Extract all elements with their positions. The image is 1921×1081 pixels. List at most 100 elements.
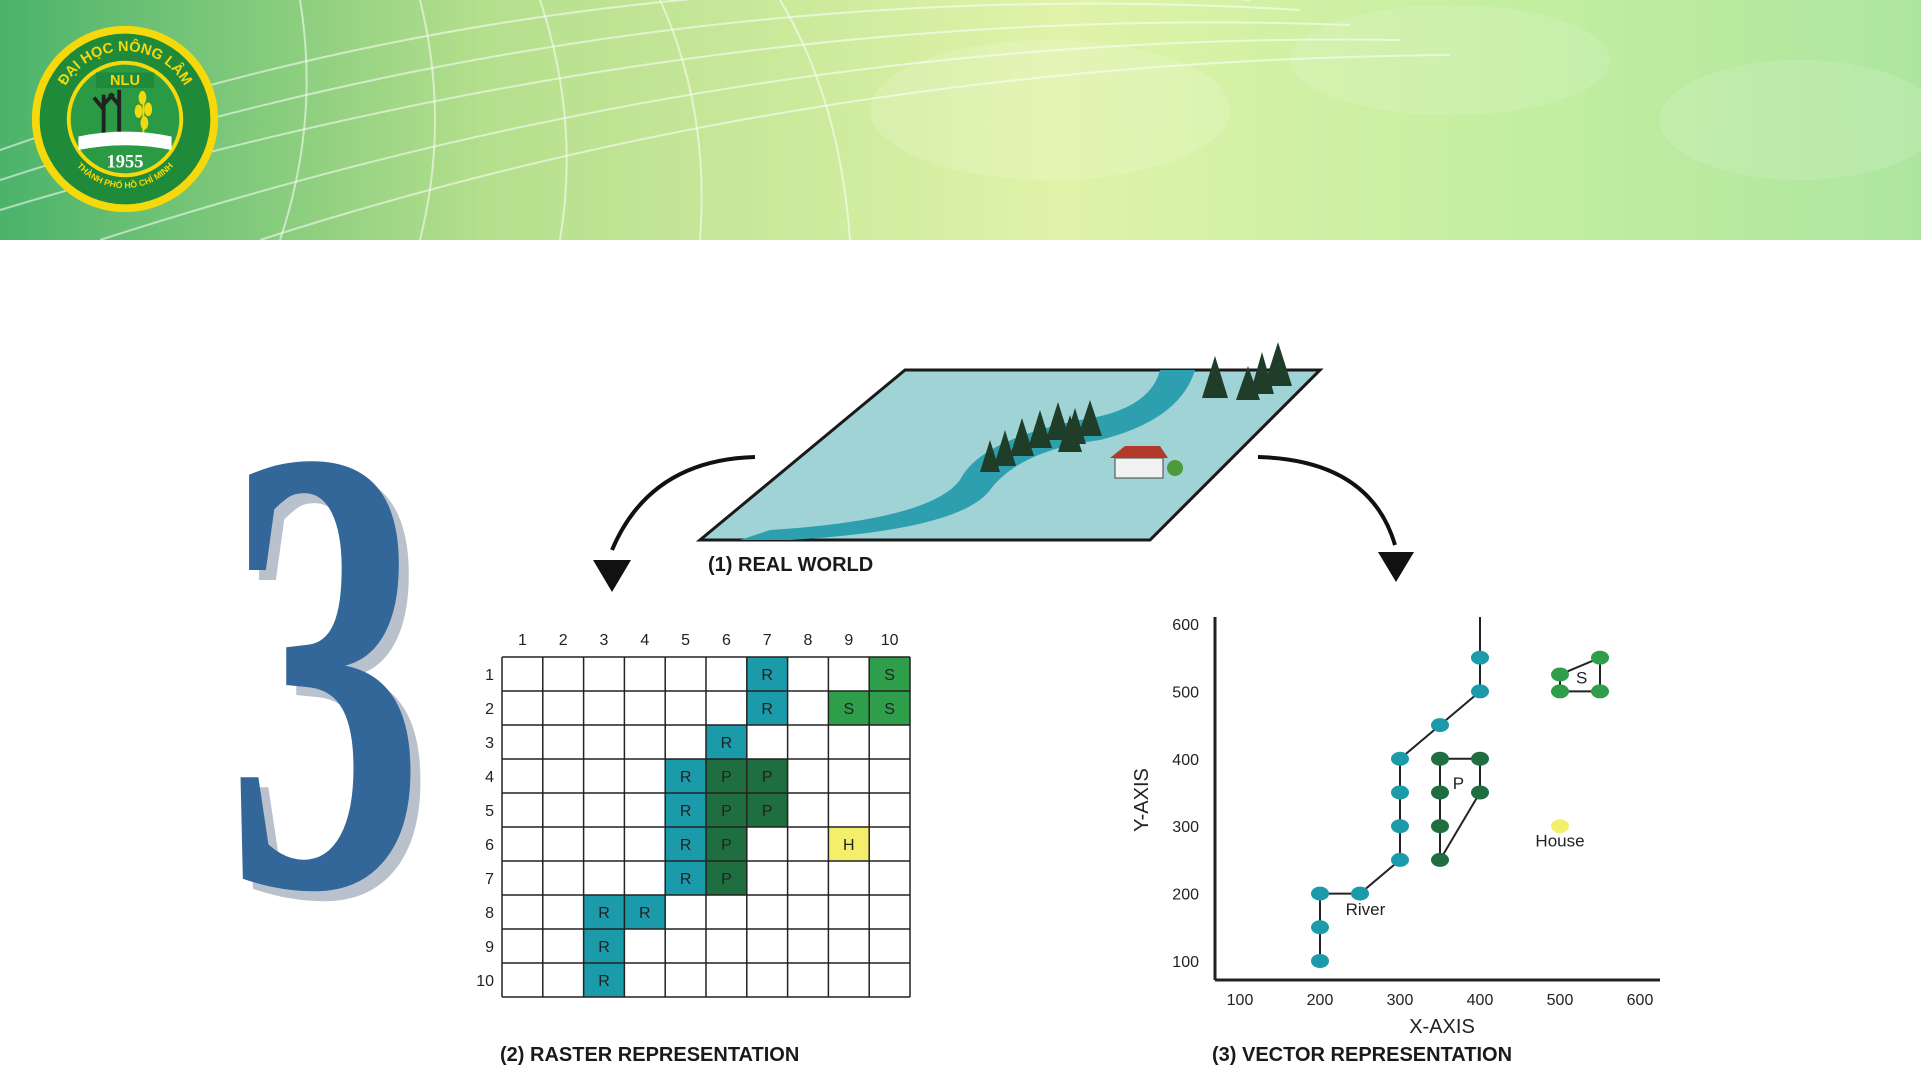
raster-row-label: 2 (485, 701, 494, 718)
park-vertex (1471, 785, 1489, 800)
y-tick-label: 100 (1172, 954, 1199, 971)
river-vertex (1471, 650, 1489, 665)
raster-cell (665, 759, 706, 793)
raster-cell (828, 691, 870, 725)
raster-col-label: 3 (600, 632, 609, 649)
x-tick-label: 400 (1467, 992, 1494, 1009)
park-vertex (1431, 819, 1449, 834)
raster-col-label: 1 (518, 632, 527, 649)
school-vertex (1551, 684, 1569, 699)
y-tick-label: 400 (1172, 752, 1199, 769)
raster-row-label: 1 (485, 667, 494, 684)
raster-cell (665, 793, 706, 827)
logo-abbr: NLU (110, 73, 140, 89)
slide-number-shadow: 3 (236, 380, 425, 920)
raster-col-label: 9 (844, 632, 853, 649)
raster-row-label: 6 (485, 837, 494, 854)
raster-cell-label: P (762, 769, 773, 786)
x-tick-label: 100 (1227, 992, 1254, 1009)
school-vertex (1591, 684, 1609, 699)
wheat-icon (134, 90, 153, 135)
raster-col-label: 5 (681, 632, 690, 649)
vector-label: (3) VECTOR REPRESENTATION (1212, 1044, 1512, 1066)
river-vertex (1391, 852, 1409, 867)
park-vertex (1471, 751, 1489, 766)
x-tick-label: 200 (1307, 992, 1334, 1009)
house-icon (1110, 446, 1183, 479)
x-tick-label: 500 (1547, 992, 1574, 1009)
river-vertex (1311, 886, 1329, 901)
raster-cell (746, 691, 788, 725)
raster-cell (624, 895, 666, 929)
park-label: P (1453, 774, 1464, 793)
header-banner (0, 0, 1921, 240)
park-vertex (1431, 751, 1449, 766)
raster-cell-label: S (884, 667, 895, 684)
raster-cell-label: R (639, 905, 651, 922)
raster-cell (583, 963, 625, 997)
river-vertex (1391, 785, 1409, 800)
raster-row-label: 3 (485, 735, 494, 752)
y-tick-label: 600 (1172, 617, 1199, 634)
raster-cell (706, 725, 747, 759)
raster-cell-label: R (680, 769, 692, 786)
raster-cell-label: R (598, 905, 610, 922)
x-tick-label: 300 (1387, 992, 1414, 1009)
raster-cell-label: R (680, 803, 692, 820)
raster-col-label: 2 (559, 632, 568, 649)
arrow-left-icon (610, 455, 756, 551)
arrow-right-head (1378, 552, 1414, 582)
house-point (1551, 819, 1569, 834)
raster-col-label: 6 (722, 632, 731, 649)
river-shape (740, 370, 1195, 540)
river-line (1319, 657, 1481, 961)
raster-cell (746, 759, 788, 793)
raster-cell-label: R (598, 973, 610, 990)
raster-col-label: 10 (881, 632, 899, 649)
raster-cell (746, 657, 788, 691)
raster-cell (706, 793, 747, 827)
house-label: House (1535, 831, 1584, 850)
raster-cell (583, 929, 625, 963)
river-label: River (1346, 900, 1386, 919)
raster-cell-label: R (598, 939, 610, 956)
raster-row-label: 5 (485, 803, 494, 820)
raster-cell-label: P (721, 871, 732, 888)
raster-cell-label: R (680, 837, 692, 854)
raster-cell (583, 895, 625, 929)
trees-icon (980, 342, 1292, 472)
raster-cell-label: H (843, 837, 855, 854)
raster-cell-label: R (680, 871, 692, 888)
river-vertex (1391, 751, 1409, 766)
raster-row-label: 4 (485, 769, 494, 786)
park-vertex (1431, 785, 1449, 800)
school-label: S (1576, 668, 1587, 687)
raster-cell (706, 759, 747, 793)
river-vertex (1391, 819, 1409, 834)
river-vertex (1311, 954, 1329, 968)
raster-cell-label: R (721, 735, 733, 752)
raster-cell (869, 691, 910, 725)
park-vertex (1431, 852, 1449, 867)
raster-cell-label: R (761, 667, 773, 684)
raster-col-label: 8 (804, 632, 813, 649)
raster-cell-label: P (721, 769, 732, 786)
school-vertex (1591, 650, 1609, 665)
raster-cell (746, 793, 788, 827)
raster-cell-label: P (721, 803, 732, 820)
raster-label: (2) RASTER REPRESENTATION (500, 1044, 799, 1066)
raster-cell-label: R (761, 701, 773, 718)
x-tick-label: 600 (1627, 992, 1654, 1009)
real-world-label: (1) REAL WORLD (708, 554, 873, 576)
logo-year: 1955 (107, 151, 144, 171)
real-world-illustration: (1) REAL WORLD (695, 342, 1324, 576)
river-vertex (1431, 718, 1449, 733)
y-axis-label: Y-AXIS (1131, 768, 1153, 832)
raster-cell (665, 861, 706, 895)
raster-cell (665, 827, 706, 861)
x-axis-label: X-AXIS (1409, 1016, 1475, 1038)
raster-cell-label: P (762, 803, 773, 820)
